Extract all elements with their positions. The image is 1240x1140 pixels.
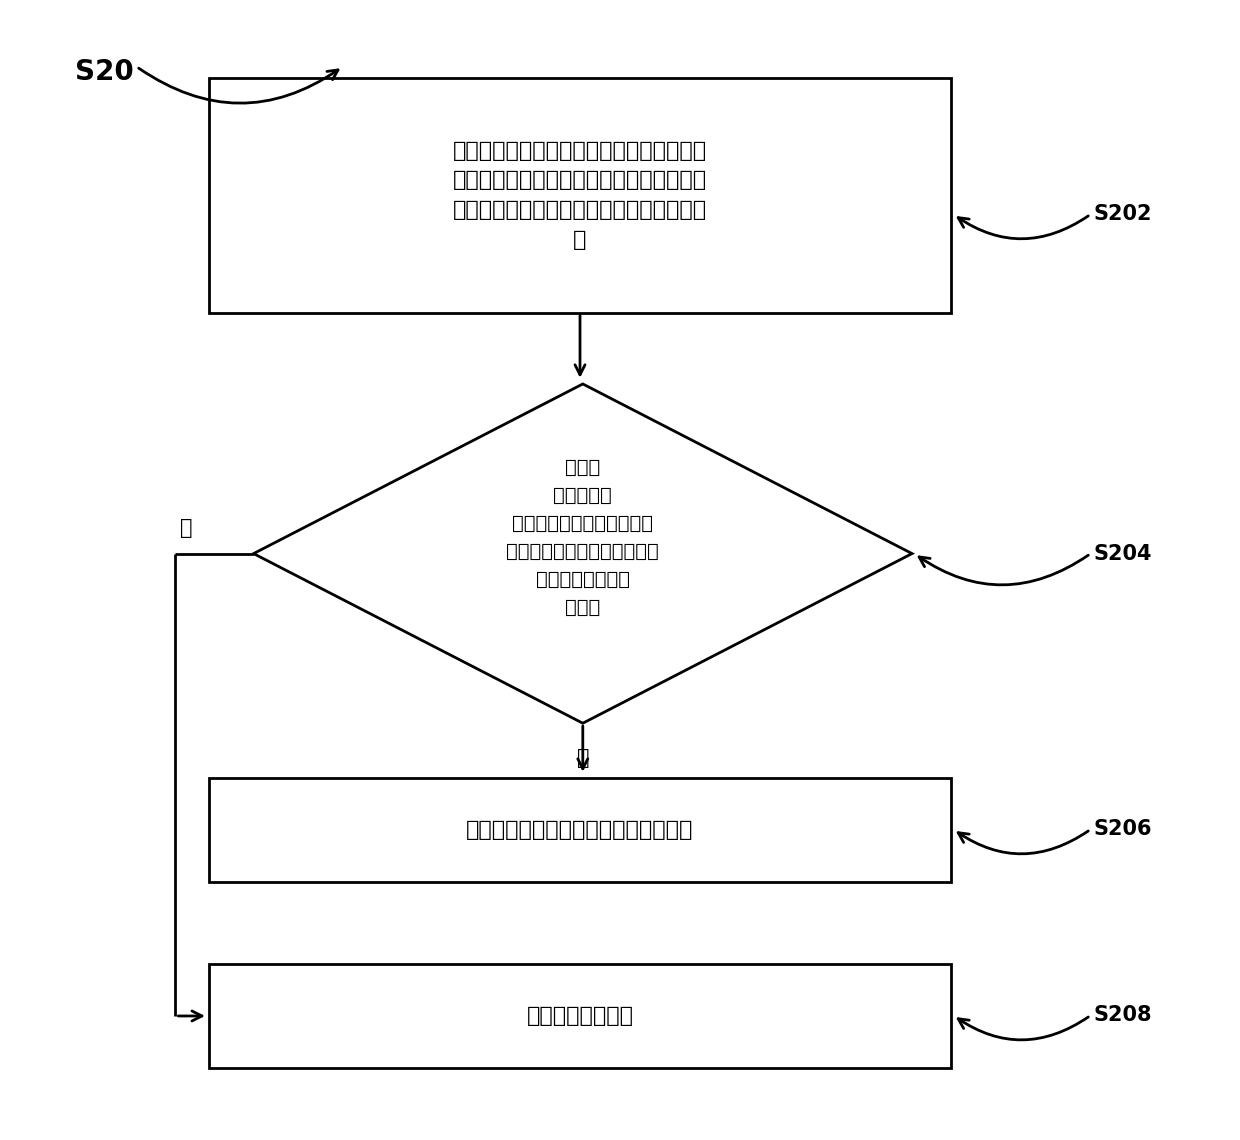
Text: S208: S208 — [1094, 1005, 1152, 1025]
Text: 否: 否 — [180, 519, 193, 538]
Text: S202: S202 — [1094, 204, 1152, 225]
Text: 判断该
候选目标像
素点的相似度参考值与该次
高目标像素点的相似度参考值
的比例是否高于预
设阈值: 判断该 候选目标像 素点的相似度参考值与该次 高目标像素点的相似度参考值 的比例… — [506, 457, 660, 617]
Polygon shape — [254, 384, 911, 723]
Text: 确定该候选目标像素点为该目标像素点: 确定该候选目标像素点为该目标像素点 — [466, 820, 693, 840]
Text: S206: S206 — [1094, 820, 1152, 839]
Text: 判定景深计算失败: 判定景深计算失败 — [527, 1005, 634, 1026]
Bar — [208, 964, 951, 1068]
Text: S204: S204 — [1094, 544, 1152, 563]
Text: 是: 是 — [577, 748, 589, 768]
Text: 从该第二像素点中筛选出相似度参考值最高
的候选目标像素点，和除该候选目标像素点
以外具有最高相似度参考值的次高目标像素
点: 从该第二像素点中筛选出相似度参考值最高 的候选目标像素点，和除该候选目标像素点 … — [453, 140, 707, 250]
Bar — [208, 78, 951, 312]
Bar — [208, 777, 951, 882]
Text: S20: S20 — [74, 58, 134, 86]
